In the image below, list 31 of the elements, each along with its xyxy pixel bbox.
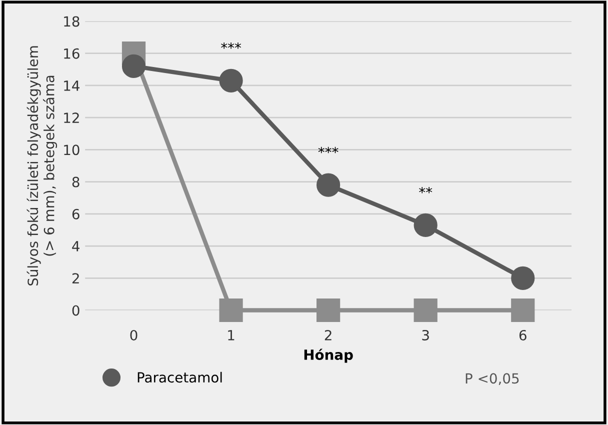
- y-tick-label: 6: [72, 208, 80, 220]
- annotation: **: [419, 186, 432, 194]
- x-tick-label: 6: [519, 330, 526, 340]
- y-tick-label: 4: [72, 241, 80, 252]
- x-tick-label: 3: [422, 330, 429, 340]
- annotation: ***: [318, 146, 338, 154]
- point: [511, 266, 535, 290]
- y-tick-label: 8: [72, 176, 80, 188]
- point: [219, 298, 243, 322]
- text: P <0,05: [466, 373, 519, 386]
- y-tick-label: 18: [64, 16, 80, 27]
- x-tick-label: 1: [228, 330, 234, 340]
- point: [219, 68, 243, 92]
- x-tick-label: 0: [130, 330, 138, 340]
- y-tick-label: 2: [72, 273, 79, 284]
- point: [316, 298, 340, 322]
- x-tick-label: 2: [324, 330, 332, 340]
- point: [414, 213, 438, 237]
- y-axis-title: Súlyos fokú ízületi folyadékgyülem (> 6 mm), betegek száma: [26, 46, 58, 286]
- point: [511, 298, 535, 322]
- y-tick-label: 0: [72, 305, 80, 316]
- point: [122, 54, 146, 78]
- point: [316, 173, 340, 197]
- y-tick-label: 14: [64, 80, 80, 91]
- y-tick-label: 12: [64, 112, 79, 123]
- point: [414, 298, 438, 322]
- y-tick-label: 10: [64, 144, 80, 156]
- legend-label: Paracetamol: [138, 372, 222, 383]
- y-tick-label: 16: [64, 48, 80, 59]
- x-axis-title: Hónap: [304, 348, 353, 363]
- annotation: ***: [221, 42, 242, 49]
